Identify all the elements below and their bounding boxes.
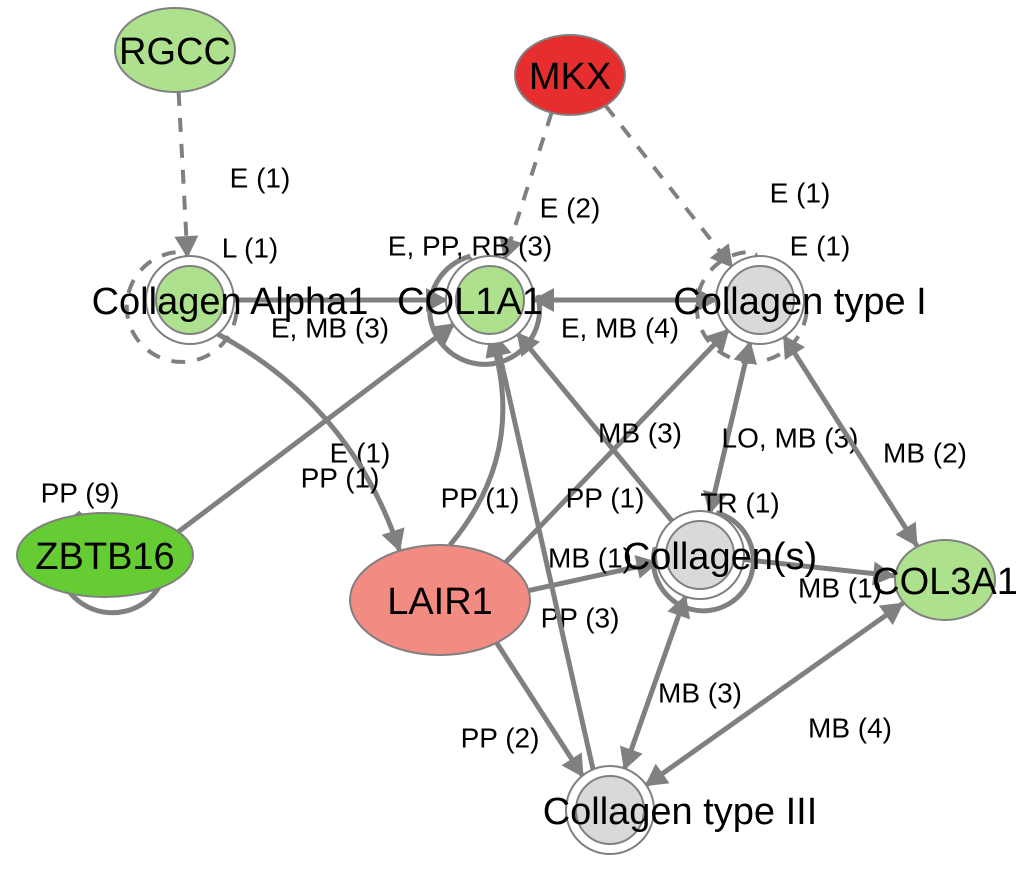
edge-label: MB (4) bbox=[808, 712, 892, 743]
node-label: MKX bbox=[529, 56, 611, 98]
edge bbox=[178, 323, 455, 532]
node-label: Collagen Alpha1 bbox=[92, 281, 369, 323]
edge bbox=[605, 106, 732, 268]
edge-label: PP (1) bbox=[301, 462, 380, 493]
self-loop-label: PP (9) bbox=[41, 477, 120, 508]
edge-label: MB (3) bbox=[658, 677, 742, 708]
edge-label: PP (2) bbox=[461, 722, 540, 753]
self-loop-label: E, PP, RB (3) bbox=[388, 230, 552, 261]
edge-label: E (1) bbox=[230, 162, 291, 193]
edge-label: E (2) bbox=[540, 192, 601, 223]
edges-layer: E (1)E (2)E (1)E, MB (3)E, MB (4)E (1)PP… bbox=[58, 92, 967, 786]
edge-label: PP (1) bbox=[441, 482, 520, 513]
node-label: Collagen type III bbox=[543, 791, 818, 833]
node-label: COL3A1 bbox=[872, 561, 1018, 603]
node-label: LAIR1 bbox=[387, 581, 493, 623]
self-loop-label: L (1) bbox=[222, 232, 279, 263]
edge-label: E, MB (4) bbox=[561, 312, 679, 343]
edge-label: MB (1) bbox=[548, 542, 632, 573]
network-diagram: E (1)E (2)E (1)E, MB (3)E, MB (4)E (1)PP… bbox=[0, 0, 1020, 869]
node-label: Collagen(s) bbox=[623, 536, 817, 578]
edge-label: PP (1) bbox=[566, 482, 645, 513]
self-loop-label: E (1) bbox=[790, 230, 851, 261]
edge-label: MB (3) bbox=[598, 417, 682, 448]
edge-label: MB (2) bbox=[883, 437, 967, 468]
node-label: ZBTB16 bbox=[35, 536, 174, 578]
edge bbox=[179, 92, 188, 258]
node-label: Collagen type I bbox=[673, 281, 927, 323]
node-label: RGCC bbox=[119, 31, 231, 73]
edge-label: PP (3) bbox=[541, 602, 620, 633]
edge-label: E (1) bbox=[770, 177, 831, 208]
node-label: COL1A1 bbox=[397, 281, 543, 323]
edge-label: LO, MB (3) bbox=[722, 422, 859, 453]
